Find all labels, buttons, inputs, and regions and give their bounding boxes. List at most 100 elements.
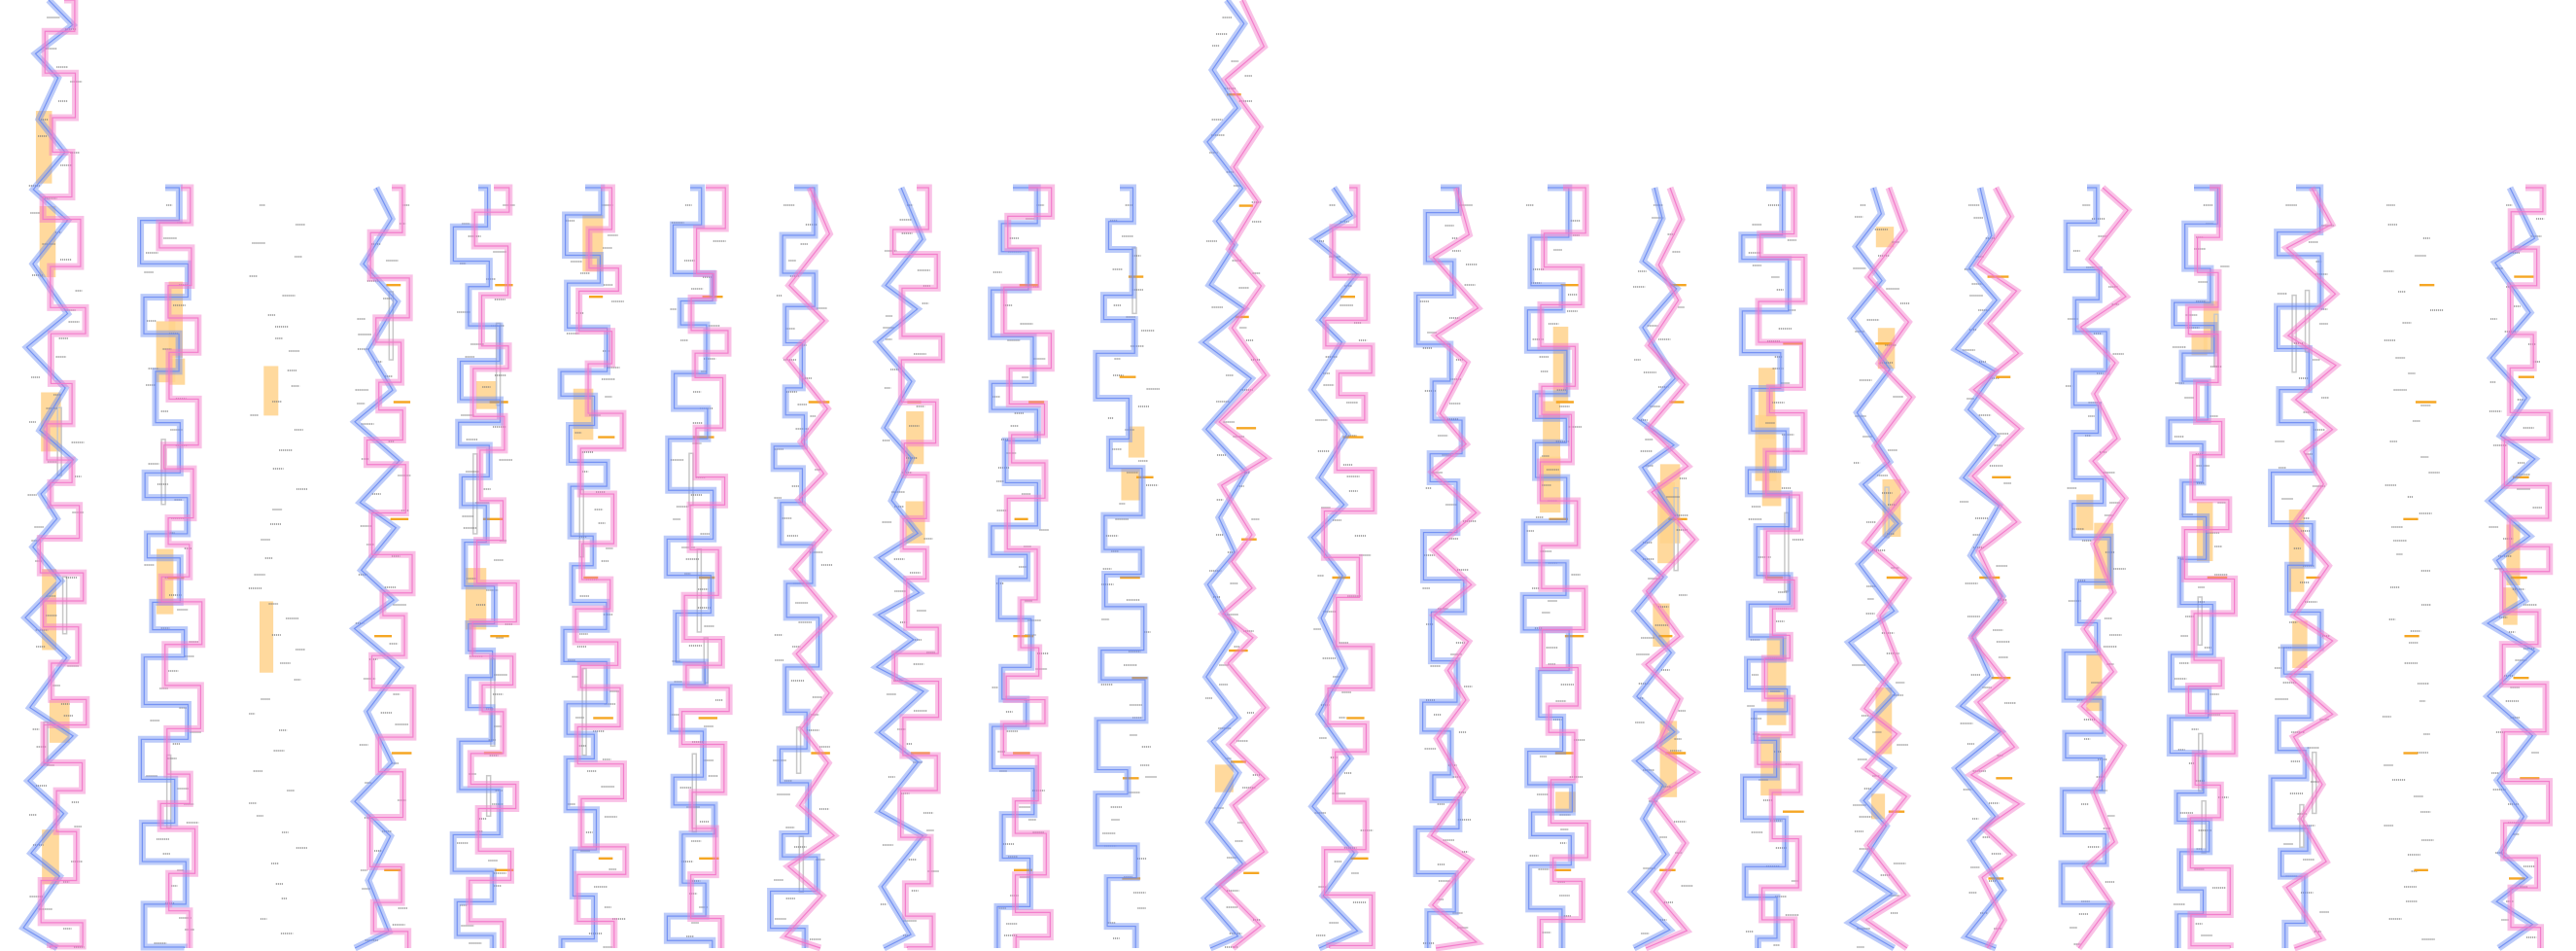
pink-strand-core [892,187,943,948]
strand-column-c12 [1198,0,1273,951]
gray-bar [696,547,703,633]
blue-strand-core [2061,187,2111,948]
highlight-block [905,501,925,544]
gray-bar [2197,596,2203,647]
strand-column-c04 [348,184,417,951]
blue-strand [348,186,405,951]
blue-strand-core [1310,187,1359,949]
blue-strand-core [2168,187,2219,948]
highlight-block [2292,620,2308,668]
pink-strand-core [1218,0,1269,949]
blue-strand-core [769,187,820,948]
gray-bar [61,576,68,635]
pink-strand-core [39,0,87,948]
strand-column-c20 [2058,184,2133,951]
blue-strand-core [2486,187,2536,949]
pink-strand-core [1323,187,1375,948]
blue-strand-core [452,187,502,948]
highlight-block [2076,494,2094,531]
blue-strand-core [1201,0,1253,949]
highlight-block [39,205,56,278]
pink-strand-core [2183,187,2236,948]
pink-strand-core [1969,187,2021,949]
strand-column-c16 [1626,186,1702,951]
blue-strand-core [1954,187,2004,949]
pink-strand-core [2501,187,2551,948]
blue-strand-core [1096,187,1146,948]
strand-column-c14 [1412,184,1485,951]
highlight-block [2191,334,2208,356]
strand-column-c23 [2383,204,2444,940]
blue-strand-core [1415,187,1465,948]
highlight-block [1214,764,1234,792]
gray-bar [2201,799,2207,854]
highlight-block [49,700,70,743]
gray-bar [2299,803,2305,848]
gray-bar [703,637,710,684]
strand-column-c03 [248,204,308,934]
strand-column-c22 [2268,184,2342,951]
highlight-block [157,548,174,615]
strand-column-c11 [1093,184,1161,948]
pink-strand-core [1002,187,1053,948]
highlight-block [42,829,59,885]
strand-column-c02 [137,184,206,951]
highlight-block [906,411,924,465]
highlight-block [1552,326,1569,402]
strand-column-c19 [1950,186,2026,951]
gray-bar [688,452,694,507]
gray-bar [1784,511,1790,592]
strand-column-c01 [18,0,90,951]
highlight-block [35,111,52,184]
blue-strand-core [1847,187,1899,949]
pink-strand-core [1757,187,1805,948]
strand-column-c07 [663,184,733,948]
highlight-block [2503,587,2518,625]
pink-strand [1426,187,1485,951]
highlight-block [2288,509,2305,592]
pink-strand-core [1862,187,1913,949]
pink-strand-core [366,187,414,948]
blue-strand-core [560,187,609,948]
pink-strand-core [1430,187,1479,949]
highlight-block [1882,478,1901,538]
gray-bar [581,667,587,757]
strand-column-c06 [557,184,630,948]
highlight-block [1121,468,1140,501]
strand-column-c05 [449,184,520,948]
gray-bar [795,726,802,774]
blue-strand-core [2271,187,2321,948]
strand-column-c18 [1843,186,1917,951]
gray-bar [1673,487,1679,572]
strand-column-c15 [1519,184,1591,948]
pink-strand-core [158,187,203,948]
strand-column-c17 [1738,184,1808,948]
strand-column-c21 [2165,184,2239,950]
blue-strand-core [1741,187,1791,948]
gray-bar [485,774,492,818]
highlight-block [1128,426,1145,458]
strand-column-c09 [870,184,946,951]
gray-bar [2198,732,2204,792]
highlight-block [260,601,274,673]
pink-strand [1859,186,1917,951]
gray-bar [495,322,502,406]
gray-bar [2291,294,2297,373]
blue-strand-core [666,187,715,948]
gray-bar [2311,751,2317,815]
highlight-block [41,392,61,452]
gray-bar [160,439,166,506]
pink-strand-core [2077,187,2129,949]
highlight-block [1875,227,1895,248]
pink-strand [1213,0,1273,951]
highlight-block [1875,687,1893,755]
pink-strand-core [1539,187,1588,948]
pink-strand-core [469,187,517,948]
highlight-block [2094,522,2113,589]
strand-column-c08 [767,184,840,951]
gray-bar [56,406,62,476]
pink-strand-core [1645,187,1697,949]
highlight-block [156,321,176,383]
strand-column-c24 [2481,184,2554,951]
